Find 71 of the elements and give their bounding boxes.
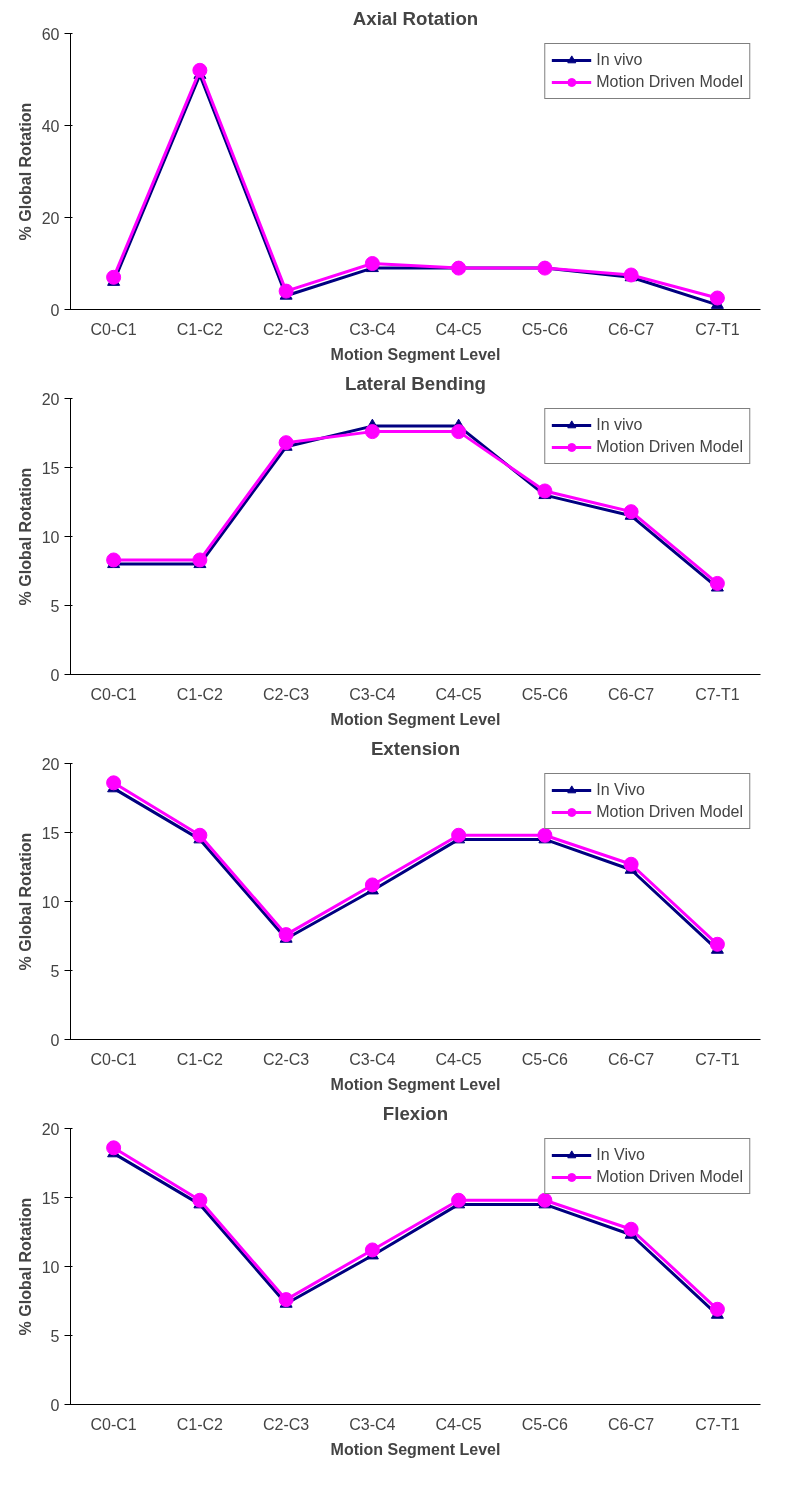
y-tick-label: 10 xyxy=(41,528,60,546)
x-tick-label: C4-C5 xyxy=(435,1050,482,1068)
y-tick-label: 20 xyxy=(41,755,60,773)
x-tick-label: C4-C5 xyxy=(435,1415,482,1433)
legend-label: In Vivo xyxy=(596,1146,645,1164)
y-tick-label: 0 xyxy=(50,1396,60,1414)
x-tick-label: C4-C5 xyxy=(435,320,482,338)
x-tick-label: C3-C4 xyxy=(349,1415,396,1433)
y-tick-label: 0 xyxy=(50,301,60,319)
x-tick-label: C4-C5 xyxy=(435,685,482,703)
y-tick-label: 5 xyxy=(50,597,60,615)
x-axis-title: Motion Segment Level xyxy=(330,1075,501,1093)
x-tick-label: C6-C7 xyxy=(608,1415,655,1433)
legend-label: Motion Driven Model xyxy=(596,1168,743,1186)
y-tick-label: 60 xyxy=(41,25,60,43)
x-tick-label: C3-C4 xyxy=(349,1050,396,1068)
y-tick-label: 15 xyxy=(41,824,60,842)
y-tick-label: 5 xyxy=(50,962,60,980)
legend-label: In vivo xyxy=(596,416,643,434)
x-axis-title: Motion Segment Level xyxy=(330,1440,501,1458)
x-axis-title: Motion Segment Level xyxy=(330,710,501,728)
x-tick-label: C0-C1 xyxy=(90,1415,137,1433)
y-tick-label: 20 xyxy=(41,1120,60,1138)
y-tick-label: 5 xyxy=(50,1327,60,1345)
x-tick-label: C6-C7 xyxy=(608,320,655,338)
x-tick-label: C2-C3 xyxy=(263,1050,310,1068)
x-tick-label: C5-C6 xyxy=(521,1415,569,1433)
y-tick-label: 20 xyxy=(41,390,60,408)
y-axis-title: % Global Rotation xyxy=(16,467,34,606)
x-tick-label: C0-C1 xyxy=(90,1050,137,1068)
x-tick-label: C5-C6 xyxy=(521,1050,569,1068)
x-tick-label: C3-C4 xyxy=(349,685,396,703)
y-tick-label: 10 xyxy=(41,893,60,911)
chart-title: Axial Rotation xyxy=(352,7,479,29)
y-axis-title: % Global Rotation xyxy=(16,102,34,241)
x-axis-title: Motion Segment Level xyxy=(330,345,501,363)
x-tick-label: C5-C6 xyxy=(521,685,569,703)
x-tick-label: C7-T1 xyxy=(695,685,740,703)
x-tick-label: C3-C4 xyxy=(349,320,396,338)
y-tick-label: 0 xyxy=(50,666,60,684)
x-tick-label: C2-C3 xyxy=(263,685,310,703)
legend-label: In Vivo xyxy=(596,781,645,799)
x-tick-label: C1-C2 xyxy=(176,1050,224,1068)
y-tick-label: 15 xyxy=(41,459,60,477)
x-tick-label: C2-C3 xyxy=(263,1415,310,1433)
chart-title: Extension xyxy=(370,737,461,759)
x-tick-label: C2-C3 xyxy=(263,320,310,338)
x-tick-label: C0-C1 xyxy=(90,320,137,338)
y-tick-label: 40 xyxy=(41,117,60,135)
x-tick-label: C1-C2 xyxy=(176,320,224,338)
x-tick-label: C7-T1 xyxy=(695,320,740,338)
y-tick-label: 20 xyxy=(41,209,60,227)
y-axis-title: % Global Rotation xyxy=(16,832,34,971)
x-tick-label: C5-C6 xyxy=(521,320,569,338)
x-tick-label: C0-C1 xyxy=(90,685,137,703)
y-tick-label: 10 xyxy=(41,1258,60,1276)
y-tick-label: 15 xyxy=(41,1189,60,1207)
legend-label: Motion Driven Model xyxy=(596,73,743,91)
chart-title: Flexion xyxy=(382,1102,449,1124)
x-tick-label: C7-T1 xyxy=(695,1050,740,1068)
legend-label: Motion Driven Model xyxy=(596,438,743,456)
legend-label: In vivo xyxy=(596,51,643,69)
legend-label: Motion Driven Model xyxy=(596,803,743,821)
x-tick-label: C7-T1 xyxy=(695,1415,740,1433)
chart-title: Lateral Bending xyxy=(345,372,486,394)
x-tick-label: C6-C7 xyxy=(608,1050,655,1068)
x-tick-label: C1-C2 xyxy=(176,1415,224,1433)
y-tick-label: 0 xyxy=(50,1031,60,1049)
x-tick-label: C6-C7 xyxy=(608,685,655,703)
x-tick-label: C1-C2 xyxy=(176,685,224,703)
y-axis-title: % Global Rotation xyxy=(16,1197,34,1336)
